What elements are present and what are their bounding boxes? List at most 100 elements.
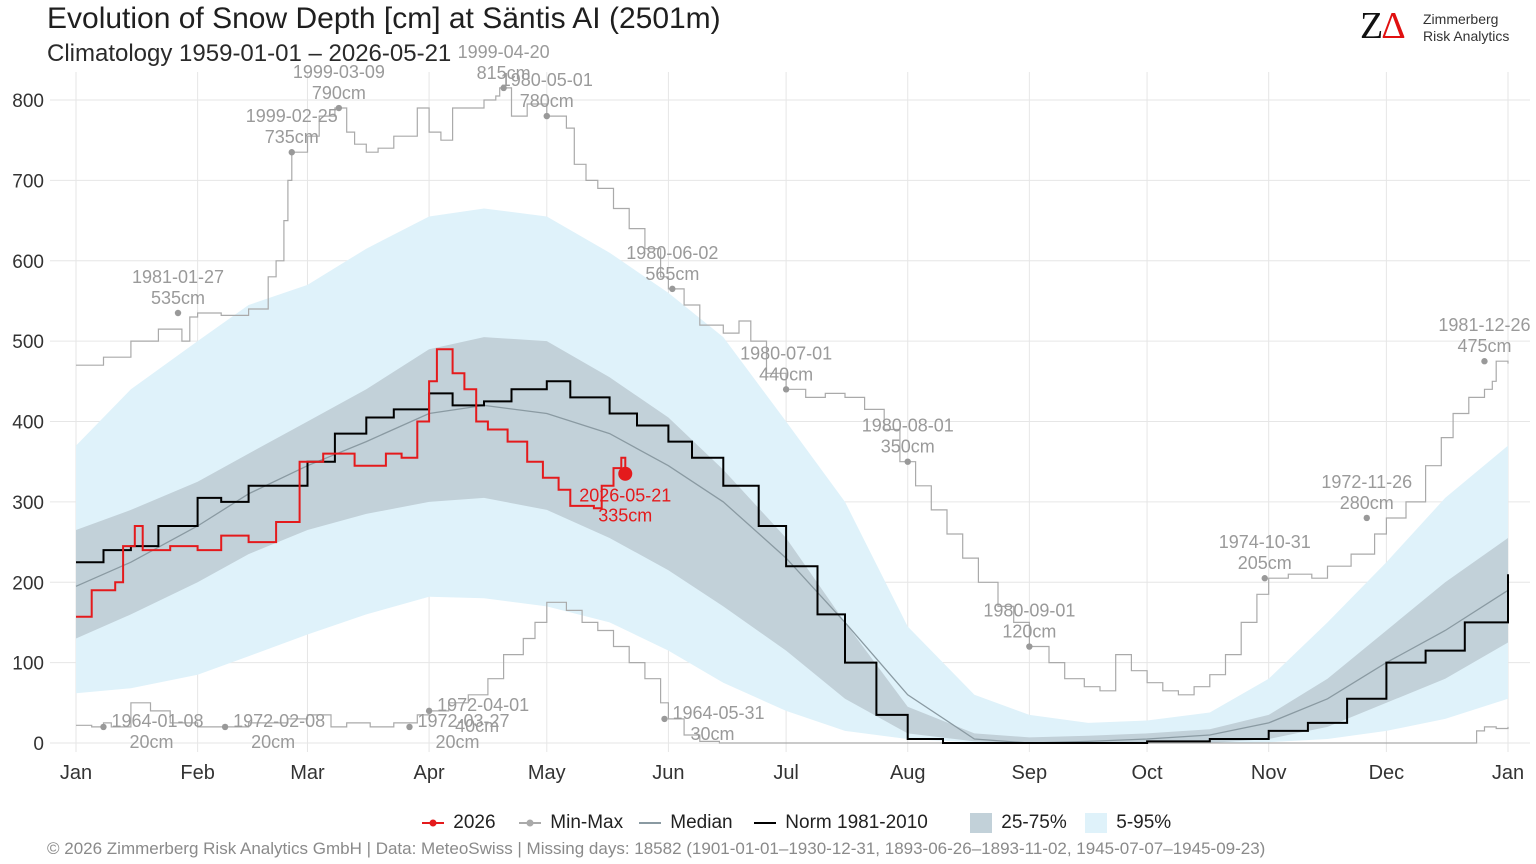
extreme-value-label: 780cm (520, 91, 574, 111)
legend-label: Norm 1981-2010 (780, 812, 928, 833)
extreme-date-label: 1972-11-26 (1321, 472, 1412, 492)
current-marker (618, 466, 633, 481)
chart-subtitle: Climatology 1959-01-01 – 2026-05-21 (47, 40, 452, 67)
extreme-point (288, 149, 295, 156)
legend-item-norm: Norm 1981-2010 (752, 810, 928, 836)
extreme-date-label: 1972-02-08 (233, 711, 325, 731)
min-line (76, 601, 1509, 744)
extreme-date-label: 1981-12-26 (1438, 315, 1530, 335)
chart-title: Evolution of Snow Depth [cm] at Säntis A… (47, 2, 721, 35)
legend-box (1085, 813, 1107, 833)
extreme-point (100, 723, 107, 731)
logo-mark: ZΔ (1360, 5, 1406, 47)
current-value-label: 335cm (598, 506, 652, 526)
extreme-value-label: 120cm (1002, 622, 1056, 642)
x-tick-label: May (528, 762, 566, 784)
logo-z-glyph: Z (1360, 5, 1383, 47)
extreme-point (425, 707, 433, 715)
legend-item-band_5_95: 5-95% (1083, 810, 1171, 836)
extreme-date-label: 1980-08-01 (862, 416, 954, 436)
x-tick-label: Dec (1369, 762, 1405, 784)
x-tick-label: Oct (1131, 762, 1163, 784)
logo-text: Zimmerberg Risk Analytics (1423, 11, 1509, 45)
extreme-date-label: 1999-02-25 (246, 106, 338, 126)
extreme-value-label: 535cm (151, 288, 205, 308)
x-tick-label: Jan (1492, 762, 1524, 784)
legend-dot (429, 819, 437, 827)
x-tick-label: Feb (180, 762, 214, 784)
legend-dot (526, 819, 534, 827)
legend-label: 2026 (448, 812, 496, 833)
y-tick-label: 400 (12, 413, 44, 434)
legend-swatch (519, 819, 541, 827)
y-tick-label: 100 (12, 654, 44, 675)
extreme-date-label: 1999-04-20 (458, 42, 550, 62)
legend-label: 5-95% (1111, 812, 1172, 833)
extreme-point (661, 715, 668, 723)
extreme-point (1363, 514, 1370, 522)
y-tick-label: 0 (33, 734, 44, 755)
extreme-point (1026, 643, 1033, 650)
extreme-date-label: 1999-03-09 (293, 62, 385, 82)
x-tick-label: Apr (414, 762, 445, 784)
chart-legend: 2026 Min-Max Median Norm 1981-2010 25-75… (0, 810, 1536, 836)
legend-label: Min-Max (545, 812, 624, 833)
extreme-date-label: 1980-05-01 (501, 70, 593, 90)
extreme-point (782, 386, 790, 393)
x-tick-label: Mar (290, 762, 325, 784)
extreme-date-label: 1980-06-02 (626, 243, 718, 263)
extreme-value-label: 30cm (690, 724, 734, 744)
band-25-75 (76, 337, 1508, 743)
extreme-date-label: 1974-10-31 (1219, 532, 1311, 552)
extreme-point (174, 309, 182, 317)
company-logo: ZΔ Zimmerberg Risk Analytics (1360, 5, 1530, 48)
x-tick-label: Jan (60, 762, 92, 784)
extreme-date-label: 1964-01-08 (111, 711, 203, 731)
footer-credits: © 2026 Zimmerberg Risk Analytics GmbH | … (47, 839, 1266, 858)
y-tick-label: 800 (12, 91, 44, 112)
logo-line-2: Risk Analytics (1423, 28, 1510, 44)
extreme-value-label: 440cm (759, 364, 813, 384)
extreme-value-label: 20cm (129, 732, 173, 752)
current-date-label: 2026-05-21 (579, 486, 671, 506)
y-tick-label: 300 (12, 493, 44, 514)
x-tick-label: Jul (773, 762, 799, 784)
extreme-value-label: 205cm (1238, 553, 1292, 573)
legend-item-current: 2026 (420, 810, 496, 836)
legend-item-minmax: Min-Max (517, 810, 623, 836)
extreme-value-label: 20cm (435, 732, 479, 752)
legend-item-median: Median (637, 810, 733, 836)
legend-swatch (639, 822, 661, 824)
extreme-point (543, 112, 550, 120)
y-tick-label: 600 (12, 252, 44, 273)
logo-delta-glyph: Δ (1381, 5, 1405, 47)
x-tick-label: Sep (1012, 762, 1048, 784)
extreme-value-label: 20cm (251, 732, 295, 752)
y-tick-label: 700 (12, 171, 44, 192)
legend-box (970, 813, 992, 833)
extreme-value-label: 280cm (1340, 493, 1394, 513)
y-tick-label: 500 (12, 332, 44, 353)
extreme-point (1481, 358, 1488, 365)
legend-swatch (422, 819, 444, 827)
extreme-value-label: 40cm (455, 716, 499, 736)
extreme-value-label: 790cm (312, 83, 366, 103)
axis-labels: 0 100 200 300 400 500 600 700 800 Jan Feb Mar Apr May… (12, 91, 1524, 784)
extreme-date-label: 1972-03-27 (417, 711, 509, 731)
extreme-point (406, 723, 413, 731)
norm-line (76, 380, 1509, 744)
extreme-point (904, 458, 911, 465)
extreme-date-label: 1980-09-01 (983, 601, 1075, 621)
series-lines (75, 87, 1509, 744)
y-tick-label: 200 (12, 573, 44, 594)
extreme-date-label: 1981-01-27 (132, 267, 224, 287)
extreme-date-label: 1964-05-31 (672, 703, 764, 723)
extreme-point (500, 84, 507, 92)
extreme-date-label: 1972-04-01 (437, 695, 529, 715)
logo-line-1: Zimmerberg (1423, 11, 1499, 27)
extreme-point (335, 104, 343, 112)
extreme-point (669, 285, 676, 293)
extreme-value-label: 815cm (477, 63, 531, 83)
extreme-value-label: 475cm (1457, 336, 1511, 356)
